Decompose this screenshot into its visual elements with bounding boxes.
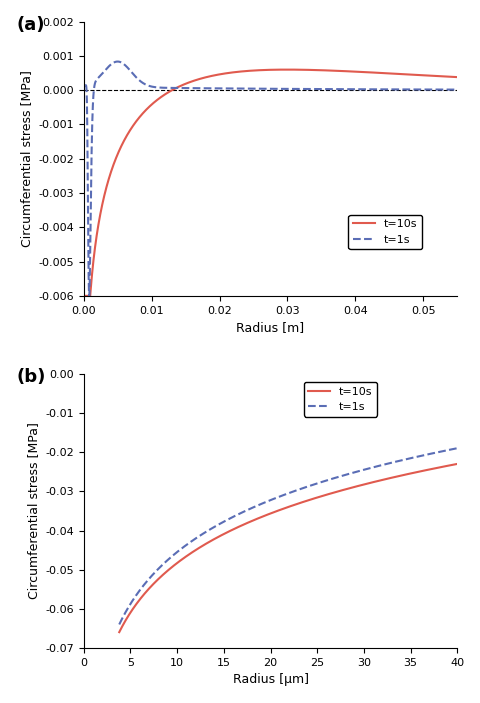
t=10s xyxy=(385,474,391,482)
t=1s xyxy=(116,620,122,628)
t=10s xyxy=(324,66,329,75)
t=10s xyxy=(454,460,459,468)
Y-axis label: Circumferential stress [MPa]: Circumferential stress [MPa] xyxy=(20,70,33,247)
t=1s xyxy=(360,85,365,93)
t=10s xyxy=(305,65,311,74)
X-axis label: Radius [μm]: Radius [μm] xyxy=(232,673,308,686)
t=10s xyxy=(454,73,459,82)
t=1s xyxy=(305,85,311,93)
t=1s xyxy=(114,58,120,66)
X-axis label: Radius [m]: Radius [m] xyxy=(236,321,304,334)
t=1s xyxy=(385,459,391,467)
t=10s xyxy=(151,579,156,588)
t=10s xyxy=(387,70,393,78)
t=1s xyxy=(252,502,258,510)
Y-axis label: Circumferential stress [MPa]: Circumferential stress [MPa] xyxy=(27,423,40,600)
t=1s xyxy=(150,82,156,91)
t=10s xyxy=(252,515,258,524)
t=1s xyxy=(324,85,329,93)
Line: t=1s: t=1s xyxy=(119,449,456,624)
t=1s xyxy=(387,85,393,93)
t=1s xyxy=(151,569,156,578)
t=10s xyxy=(150,99,156,108)
t=10s xyxy=(379,476,385,484)
t=1s xyxy=(224,84,230,93)
Legend: t=10s, t=1s: t=10s, t=1s xyxy=(303,382,376,416)
Text: (a): (a) xyxy=(16,16,45,34)
t=1s xyxy=(454,85,459,93)
t=10s xyxy=(284,65,289,74)
Text: (b): (b) xyxy=(16,368,46,386)
t=1s xyxy=(264,497,270,505)
t=1s xyxy=(379,460,385,469)
t=10s xyxy=(224,69,230,77)
t=1s xyxy=(348,469,353,477)
t=10s xyxy=(359,67,365,76)
Line: t=10s: t=10s xyxy=(85,70,456,296)
t=10s xyxy=(82,292,88,300)
t=10s xyxy=(348,484,353,492)
t=1s xyxy=(454,444,459,453)
Line: t=10s: t=10s xyxy=(119,464,456,632)
t=10s xyxy=(116,628,122,636)
t=1s xyxy=(82,81,88,89)
t=1s xyxy=(86,292,92,300)
Legend: t=10s, t=1s: t=10s, t=1s xyxy=(348,214,421,249)
Line: t=1s: t=1s xyxy=(85,62,456,296)
t=10s xyxy=(264,510,270,519)
